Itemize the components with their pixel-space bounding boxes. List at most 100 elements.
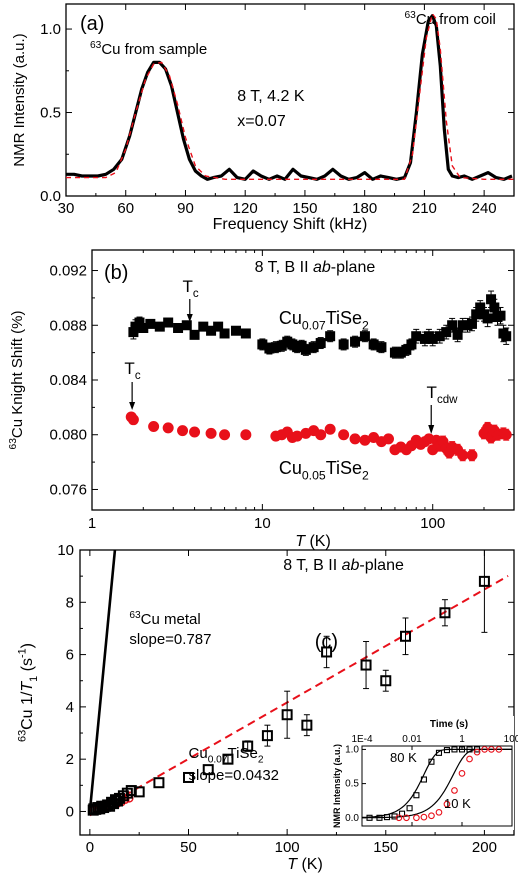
text-part: 63 [129, 610, 141, 621]
data-point [383, 814, 391, 821]
data-point [406, 339, 417, 350]
data-point [338, 429, 350, 441]
data-point [240, 429, 252, 441]
data-point [458, 746, 466, 753]
data-point [219, 328, 230, 339]
text-part: Cu from coil [416, 11, 496, 28]
text-part: (K) [305, 533, 331, 550]
data-point [189, 426, 201, 438]
data-point [189, 329, 200, 340]
data-point [183, 771, 194, 783]
y-tick-label: 0.080 [49, 427, 87, 444]
text-part: TiSe [326, 458, 362, 478]
label-cu007: Cu0.07TiSe2 [279, 308, 369, 332]
inset-y-tick-label: 0.0 [345, 813, 359, 824]
inset-y-axis-label: NMR Intensity (a.u.) [332, 744, 342, 828]
y-tick-label: 0.0 [40, 188, 61, 205]
text-part: c [135, 370, 141, 382]
data-point [466, 318, 477, 329]
data-point [403, 814, 410, 822]
inset-background [322, 716, 514, 830]
x-tick-label: 120 [233, 200, 258, 217]
data-point [359, 331, 370, 342]
panel-title: 8 T, B II ab-plane [255, 259, 376, 276]
arrowhead-tc-lower [129, 402, 136, 410]
data-point [315, 429, 327, 441]
text-part: T [124, 359, 134, 378]
data-point [488, 746, 495, 753]
data-point [163, 317, 174, 328]
text-part: (s [19, 658, 36, 676]
x-tick-label: 210 [412, 200, 437, 217]
text-part: Cu Knight Shift (%) [9, 311, 26, 439]
data-point [458, 770, 466, 777]
text-part: ab [313, 259, 331, 276]
text-part: ab [342, 557, 360, 574]
inset-label-80k: 80 K [390, 750, 417, 765]
data-point [395, 814, 403, 822]
data-point [145, 318, 156, 329]
data-point [443, 800, 451, 808]
data-point [447, 320, 458, 331]
y-tick-label: 4 [66, 699, 74, 716]
y-tick-label: 0.088 [49, 317, 87, 334]
data-point [222, 753, 234, 765]
data-point [366, 814, 373, 821]
arrowhead-tcdw [428, 425, 435, 434]
inset-frame [361, 745, 513, 827]
text-part: 63 [8, 438, 19, 450]
text-part: (K) [297, 856, 323, 873]
data-point [230, 325, 241, 336]
x-tick-label: 90 [177, 200, 194, 217]
text-part: Cu metal [141, 611, 201, 628]
data-point [501, 331, 512, 342]
data-point [338, 339, 349, 350]
data-point [350, 336, 361, 347]
data-point [466, 755, 473, 763]
data-point [495, 310, 506, 321]
panel-c-data [87, 550, 509, 817]
data-point [202, 764, 214, 776]
y-tick-label: 2 [66, 751, 74, 768]
nmr-spectrum-line [66, 14, 513, 181]
fit-line [66, 12, 514, 181]
text-part: T [287, 856, 298, 873]
text-part: 0.05 [302, 468, 326, 482]
panel-label: (c) [315, 631, 338, 653]
annotation-doping: x=0.07 [237, 113, 286, 130]
cu-metal-line [88, 550, 117, 812]
x-axis-label: T (K) [287, 856, 323, 873]
error-bar [284, 690, 291, 739]
text-part: 0.07 [302, 318, 326, 332]
data-point [420, 813, 428, 821]
text-part: Cu [279, 308, 302, 328]
text-part: T [19, 681, 36, 692]
annotation-tcdw: Tcdw [427, 383, 459, 406]
label-cu005: Cu0.05TiSe2 [279, 458, 369, 482]
arrowhead-tc-upper [186, 314, 193, 322]
data-point [315, 338, 326, 349]
data-point [466, 449, 478, 461]
annotation-sample-slope: slope=0.0432 [189, 767, 280, 784]
data-point [360, 659, 372, 671]
data-point [181, 320, 192, 331]
data-point [162, 422, 174, 434]
data-point [473, 748, 481, 756]
error-bar [382, 669, 389, 692]
panel-title: 8 T, B II ab-plane [283, 557, 404, 574]
data-point [301, 719, 313, 731]
text-part: 8 T, B II [283, 557, 341, 574]
y-tick-label: 0.092 [49, 263, 87, 280]
error-bar [264, 724, 271, 747]
data-point [439, 607, 451, 619]
error-bar [323, 635, 330, 669]
data-point [435, 808, 443, 816]
data-point [413, 792, 420, 799]
y-axis-label: 63Cu Knight Shift (%) [8, 311, 26, 450]
text-part: 63 [90, 40, 102, 51]
y-tick-label: 8 [66, 594, 74, 611]
data-point [173, 323, 184, 333]
text-part: TiSe [228, 745, 258, 762]
